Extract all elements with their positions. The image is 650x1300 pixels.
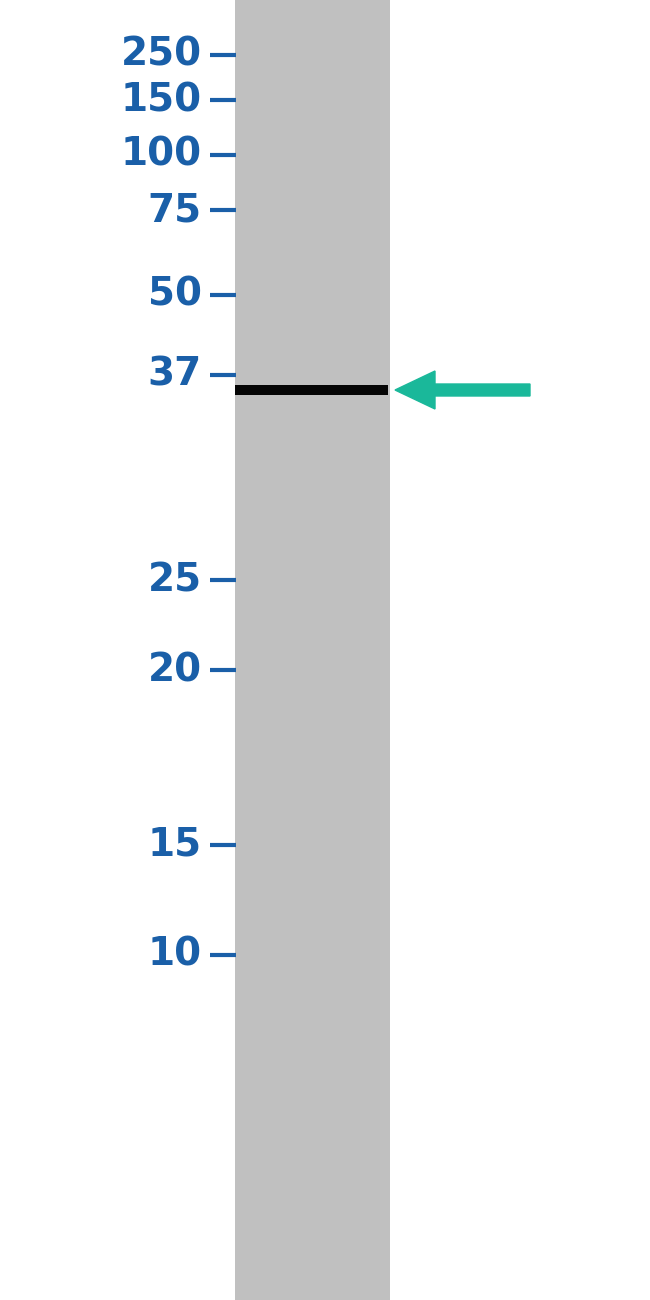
Bar	[235, 385, 388, 395]
FancyArrow shape	[395, 370, 530, 410]
Text: 75: 75	[148, 191, 202, 229]
Text: 15: 15	[148, 826, 202, 864]
Text: 37: 37	[148, 356, 202, 394]
Bar	[235, 0, 390, 1300]
Text: 50: 50	[148, 276, 202, 315]
Text: 150: 150	[121, 81, 202, 120]
Text: 100: 100	[121, 136, 202, 174]
Text: 250: 250	[121, 36, 202, 74]
Text: 25: 25	[148, 562, 202, 599]
Text: 10: 10	[148, 936, 202, 974]
Text: 20: 20	[148, 651, 202, 689]
